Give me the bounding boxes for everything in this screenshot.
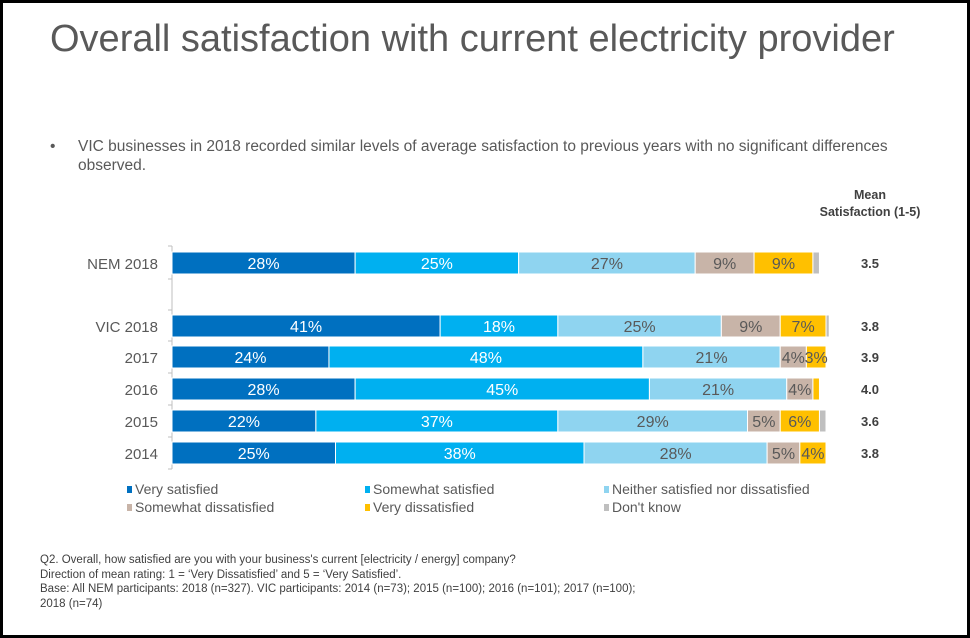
legend-label: Very satisfied [135,481,219,497]
stacked-bar-chart: NEM 2018 28% 25% 27% 9% 9% 3.5 VIC 2018 41% 18% 25… [87,245,879,470]
data-label: 27% [591,256,623,273]
mean-satisfaction-value: 3.5 [861,256,879,271]
bar-segment [799,441,827,465]
legend-label: Somewhat dissatisfied [135,499,275,515]
legend-item: Very satisfied [127,481,218,497]
data-label: 3% [805,350,828,367]
data-label: 25% [238,446,270,463]
legend-item: Somewhat dissatisfied [127,499,274,515]
legend-label: Neither satisfied nor dissatisfied [612,481,810,497]
mean-satisfaction-value: 3.6 [861,414,879,429]
data-label: 18% [483,319,515,336]
bar-segment [825,314,830,338]
mean-satisfaction-value: 3.9 [861,350,879,365]
footnote: Q2. Overall, how satisfied are you with … [40,553,800,611]
mean-satisfaction-value: 4.0 [861,382,879,397]
legend-label: Very dissatisfied [373,499,475,515]
legend-swatch [604,504,609,511]
data-label: 24% [234,350,266,367]
category-label: 2017 [125,350,158,367]
data-label: 28% [248,256,280,273]
category-label: 2014 [125,446,158,463]
legend-swatch [127,486,132,493]
data-label: 6% [788,414,811,431]
data-label: 37% [421,414,453,431]
data-label: 28% [660,446,692,463]
category-label: 2015 [125,414,158,431]
legend-item: Very dissatisfied [365,499,474,515]
legend-item: Don't know [604,499,681,515]
data-label: 38% [444,446,476,463]
bar-segment [818,409,827,433]
footnote-line: Q2. Overall, how satisfied are you with … [40,554,516,566]
category-label: 2016 [125,382,158,399]
bullet-text: VIC businesses in 2018 recorded similar … [78,138,888,174]
data-label: 41% [290,319,322,336]
legend-swatch [365,504,370,511]
data-label: 25% [624,319,656,336]
bar-segment [812,251,820,275]
mean-satisfaction-value: 3.8 [861,319,879,334]
data-label: 7% [792,319,815,336]
data-label: 9% [739,319,762,336]
bar-segment [805,345,827,369]
legend-label: Somewhat satisfied [373,481,495,497]
data-label: 4% [782,350,805,367]
legend-item: Neither satisfied nor dissatisfied [604,481,810,497]
data-label: 5% [772,446,795,463]
slide-title: Overall satisfaction with current electr… [50,18,895,60]
data-label: 45% [486,382,518,399]
data-label: 9% [713,256,736,273]
data-label: 25% [421,256,453,273]
data-label: 5% [752,414,775,431]
category-label: NEM 2018 [87,256,158,273]
legend-swatch [365,486,370,493]
legend-label: Don't know [612,499,681,515]
legend-item: Somewhat satisfied [365,481,494,497]
data-label: 21% [696,350,728,367]
data-label: 21% [702,382,734,399]
footnote-line: Base: All NEM participants: 2018 (n=327)… [40,583,636,595]
bar-segment [812,377,820,401]
mean-satisfaction-value: 3.8 [861,446,879,461]
category-label: VIC 2018 [95,319,158,336]
data-label: 4% [788,382,811,399]
footnote-line: 2018 (n=74) [40,597,103,610]
data-label: 28% [248,382,280,399]
footnote-line: Direction of mean rating: 1 = ‘Very Diss… [40,568,402,581]
data-label: 48% [470,350,502,367]
mean-satisfaction-header: Mean Satisfaction (1-5) [819,188,921,219]
bullet-marker: • [50,138,56,155]
data-label: 22% [228,414,260,431]
data-label: 9% [772,256,795,273]
legend-swatch [127,504,132,511]
legend-swatch [604,486,609,493]
data-label: 4% [801,446,824,463]
data-label: 29% [637,414,669,431]
